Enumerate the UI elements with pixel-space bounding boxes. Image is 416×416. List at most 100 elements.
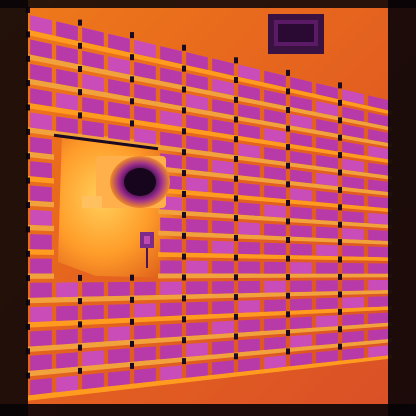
wall-tile xyxy=(316,83,338,100)
wall-tile xyxy=(186,93,208,111)
wall-tile xyxy=(238,123,260,140)
wall-tile xyxy=(160,323,182,338)
tile-seam xyxy=(184,231,210,238)
tile-seam xyxy=(210,171,236,180)
wall-tile xyxy=(290,113,312,130)
wall-tile xyxy=(186,362,208,378)
tile-seam xyxy=(366,338,392,345)
wall-tile xyxy=(160,88,182,106)
tile-seam xyxy=(262,235,288,241)
wall-tile xyxy=(238,280,260,294)
tile-seam xyxy=(314,147,340,156)
tile-seam xyxy=(340,340,366,348)
tile-seam xyxy=(314,291,340,296)
tile-seam xyxy=(262,310,288,317)
wall-tile xyxy=(30,234,52,250)
tile-seam xyxy=(340,134,366,143)
wall-tile xyxy=(290,352,312,367)
tile-seam xyxy=(366,105,392,115)
tile-seam xyxy=(366,306,392,312)
wall-tile xyxy=(342,106,364,122)
tile-seam xyxy=(340,116,366,126)
mounting-clip xyxy=(182,253,186,260)
tile-seam xyxy=(340,273,366,278)
wall-tile xyxy=(212,300,234,315)
mounting-clip xyxy=(234,116,238,123)
tile-seam xyxy=(184,189,210,197)
tile-seam xyxy=(288,106,314,116)
mounting-clip xyxy=(286,255,290,262)
mounting-clip xyxy=(286,218,290,225)
tile-seam xyxy=(28,224,54,232)
tile-seam xyxy=(314,308,340,314)
mounting-clip xyxy=(78,19,82,26)
wall-tile xyxy=(316,226,338,239)
wall-tile xyxy=(160,67,182,86)
mounting-clip xyxy=(286,274,290,281)
wall-tile xyxy=(264,89,286,106)
tile-seam xyxy=(314,273,340,278)
wall-tile xyxy=(290,95,312,112)
wall-tile xyxy=(30,88,52,107)
wall-vent xyxy=(268,14,324,54)
wall-tile xyxy=(108,124,130,141)
wall-tile xyxy=(238,103,260,120)
tile-seam xyxy=(158,294,184,300)
panel-edge-rail xyxy=(53,133,159,151)
mounting-clip xyxy=(182,170,186,177)
tile-seam xyxy=(210,111,236,121)
tile-seam xyxy=(54,389,80,398)
tile-seam xyxy=(158,273,184,279)
wall-tile xyxy=(212,180,234,195)
wall-tile xyxy=(342,347,364,361)
tile-seam xyxy=(132,294,158,301)
tile-seam xyxy=(106,361,132,370)
mounting-clip xyxy=(286,348,290,355)
tile-seam xyxy=(54,106,80,117)
mounting-clip xyxy=(182,295,186,302)
bottom-frame-edge xyxy=(0,404,416,416)
wall-tile xyxy=(108,281,130,297)
wall-tile xyxy=(56,375,78,393)
tile-seam xyxy=(210,372,236,380)
tile-seam xyxy=(236,331,262,338)
mounting-clip xyxy=(234,215,238,222)
wall-tile xyxy=(290,206,312,220)
tile-seam xyxy=(340,290,366,295)
tile-seam xyxy=(236,155,262,163)
wall-tile xyxy=(316,101,338,117)
tile-seam xyxy=(366,289,392,295)
mounting-clip xyxy=(182,337,186,344)
tile-seam xyxy=(288,143,314,152)
wall-tile xyxy=(238,84,260,101)
wall-tile xyxy=(238,319,260,333)
tile-seam xyxy=(210,273,236,279)
tile-seam xyxy=(54,296,80,303)
tile-seam xyxy=(262,216,288,223)
tile-seam xyxy=(28,249,54,255)
wall-tile xyxy=(316,208,338,222)
tile-seam xyxy=(288,162,314,170)
wall-tile xyxy=(290,298,312,311)
wall-tile xyxy=(134,105,156,123)
tile-seam xyxy=(340,221,366,227)
wall-tile xyxy=(264,223,286,237)
wall-tile xyxy=(186,156,208,172)
tile-seam xyxy=(28,392,54,401)
wall-tile xyxy=(134,127,156,145)
tile-seam xyxy=(210,192,236,200)
wall-tile xyxy=(134,367,156,384)
wall-tile xyxy=(30,136,52,155)
wall-tile xyxy=(342,141,364,156)
wall-tile xyxy=(82,97,104,115)
wall-tile xyxy=(264,317,286,331)
wall-tile xyxy=(108,326,130,342)
wall-tile xyxy=(238,261,260,274)
right-frame-edge xyxy=(388,0,416,416)
mounting-clip xyxy=(234,274,238,281)
tile-seam xyxy=(288,199,314,206)
tile-seam xyxy=(314,201,340,208)
wall-tile xyxy=(368,129,390,144)
tile-seam xyxy=(54,366,80,374)
wall-tile xyxy=(264,70,286,88)
